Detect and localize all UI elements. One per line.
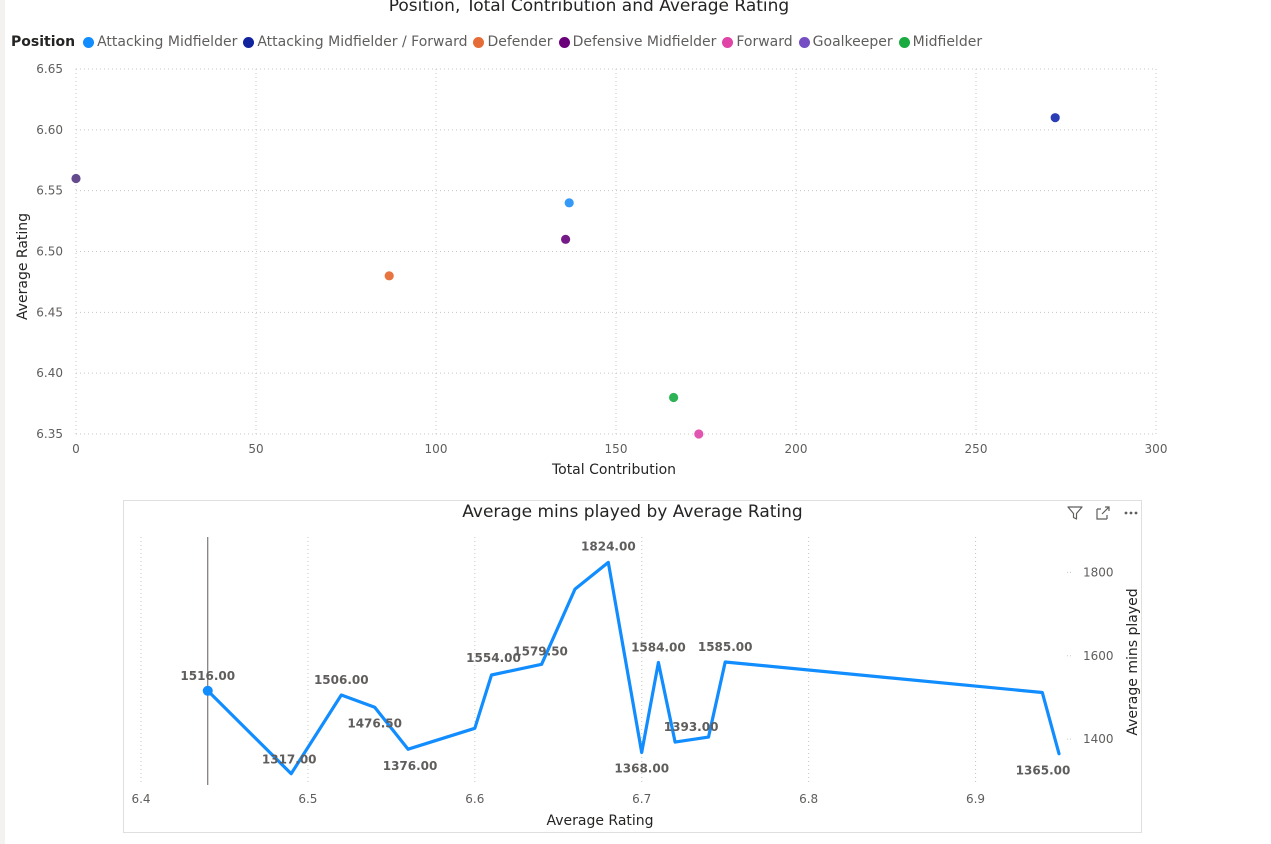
legend-label: Attacking Midfielder / Forward [257,34,468,50]
data-label: 1516.00 [180,669,235,683]
legend-title: Position [11,34,76,50]
legend-dot [473,36,485,48]
data-label: 1506.00 [314,673,369,687]
y-tick-label: 1400 [1083,732,1114,746]
legend-label: Forward [736,34,793,50]
legend-item[interactable]: Forward [722,34,793,50]
y-tick-label: 6.45 [36,305,63,319]
x-tick-label: 6.9 [966,792,985,806]
x-axis-title: Total Contribution [551,462,676,478]
data-label: 1317.00 [262,753,317,767]
x-tick-label: 200 [785,442,808,456]
y-tick-label: 1800 [1083,565,1114,579]
y-tick-label: 6.50 [36,245,63,259]
data-point [560,233,571,245]
y-tick-label: 6.35 [36,427,63,441]
y-tick-label: 6.65 [36,62,63,76]
page-left-edge [0,0,5,844]
scatter-chart: 0 50 100 150 200 250 300 6.35 6.40 6.45 6.50 6.55 6.… [15,62,1168,478]
legend-label: Defender [487,34,553,50]
data-label: 1554.00 [466,651,521,665]
data-point [693,428,705,440]
x-tick-label: 150 [605,442,628,456]
data-point [383,270,395,282]
data-point [70,173,82,184]
legend-dot [722,36,734,48]
legend-item[interactable]: Goalkeeper [798,34,893,50]
data-label: 1376.00 [383,759,438,773]
x-tick-label: 250 [965,442,988,456]
scatter-legend: Position Attacking Midfielder Attacking Mi… [11,32,988,52]
scatter-chart-title: Position, Total Contribution and Average… [388,0,790,16]
data-point [668,392,679,403]
data-label: 1579.50 [513,644,568,658]
legend-dot [898,36,910,48]
data-label: 1824.00 [581,539,636,553]
more-options-icon[interactable] [1122,504,1140,522]
y-tick-label: 6.60 [36,123,63,137]
legend-label: Defensive Midfielder [572,34,717,50]
data-label: 1368.00 [614,761,669,775]
legend-item[interactable]: Defensive Midfielder [558,34,717,50]
legend-label: Goalkeeper [812,34,893,50]
series-line [206,560,1061,776]
x-tick-label: 0 [72,442,80,456]
x-tick-label: 6.4 [131,792,150,806]
data-label: 1584.00 [631,640,686,654]
legend-label: Attacking Midfielder [97,34,238,50]
y-tick-label: 6.55 [36,184,63,198]
data-label: 1393.00 [664,720,719,734]
x-tick-label: 50 [248,442,263,456]
data-label: 1476.50 [347,716,402,730]
x-tick-label: 6.5 [298,792,317,806]
legend-dot [243,36,255,48]
legend-item[interactable]: Attacking Midfielder [83,34,237,50]
line-chart-card [123,500,1142,833]
x-tick-label: 6.8 [799,792,818,806]
y-tick-label: 1600 [1083,649,1114,663]
highlight-marker [202,685,213,696]
data-point [563,197,575,209]
data-label: 1585.00 [698,640,753,654]
filter-icon[interactable] [1066,504,1084,522]
legend-dot [798,36,810,48]
legend-dot [558,36,570,48]
x-tick-label: 300 [1145,442,1168,456]
data-label: 1365.00 [1016,764,1071,778]
legend-item[interactable]: Attacking Midfielder / Forward [243,34,467,50]
legend-label: Midfielder [912,34,983,50]
legend-item[interactable]: Midfielder [898,34,983,50]
x-tick-label: 6.7 [632,792,651,806]
x-axis-title: Average Rating [546,813,653,829]
data-point [1049,112,1061,124]
legend-item[interactable]: Defender [473,34,553,50]
y-axis-title: Average mins played [1125,588,1141,735]
x-tick-label: 6.6 [465,792,484,806]
y-tick-label: 6.40 [36,366,63,380]
focus-mode-icon[interactable] [1094,504,1112,522]
legend-dot [83,36,95,48]
x-tick-label: 100 [425,442,448,456]
y-axis-title: Average Rating [15,213,31,320]
line-chart-title: Average mins played by Average Rating [462,502,803,522]
